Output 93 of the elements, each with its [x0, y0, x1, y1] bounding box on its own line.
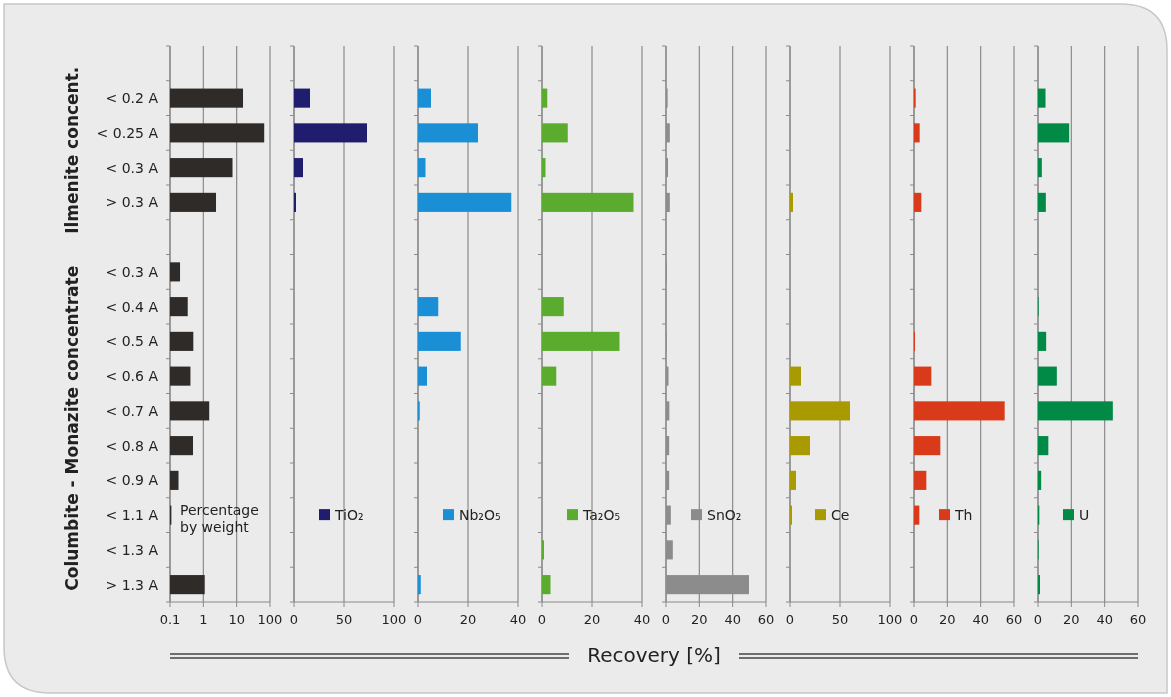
- bar: [418, 192, 512, 212]
- bar: [1038, 123, 1070, 143]
- x-tick-label: 1: [199, 612, 208, 627]
- bar: [542, 88, 548, 108]
- x-tick-label: 0: [289, 612, 299, 627]
- y-tick-label: < 1.1 A: [105, 507, 159, 524]
- bar: [914, 470, 927, 490]
- x-tick-label: 40: [1096, 612, 1113, 627]
- bar: [418, 331, 461, 351]
- y-tick-label: < 0.3 A: [105, 159, 159, 176]
- bar: [542, 331, 620, 351]
- legend-label: Nb₂O₅: [459, 507, 501, 524]
- x-tick-label: 10: [228, 612, 245, 627]
- bar: [790, 366, 801, 386]
- x-tick-label: 0: [661, 612, 671, 627]
- x-tick-label: 20: [1063, 612, 1080, 627]
- bar: [542, 366, 557, 386]
- x-tick-label: 20: [939, 612, 956, 627]
- bar: [418, 158, 426, 178]
- bar: [1038, 192, 1046, 212]
- x-tick-label: 60: [1129, 612, 1147, 627]
- bar: [914, 366, 932, 386]
- y-tick-label: > 0.3 A: [105, 194, 159, 211]
- y-tick-label: > 1.3 A: [105, 576, 159, 593]
- text: Ilmenite concent.: [62, 66, 82, 234]
- legend-label: Th: [954, 507, 973, 524]
- bar: [418, 123, 478, 143]
- x-tick-label: 40: [633, 612, 651, 627]
- x-tick-label: 0.1: [159, 612, 181, 627]
- bar: [1038, 366, 1057, 386]
- bar: [542, 297, 564, 317]
- bar: [542, 158, 546, 178]
- x-tick-label: 100: [381, 612, 407, 627]
- y-tick-label: < 0.3 A: [105, 263, 159, 280]
- y-tick-label: < 0.8 A: [105, 437, 159, 454]
- bar: [418, 575, 421, 595]
- bar: [294, 88, 310, 108]
- y-tick-label: < 0.25 A: [96, 124, 159, 141]
- bar: [418, 297, 439, 317]
- y-tick-label: < 0.9 A: [105, 472, 159, 489]
- bar: [790, 470, 796, 490]
- bar: [542, 192, 634, 212]
- bar: [790, 436, 810, 456]
- y-tick-label: < 0.6 A: [105, 368, 159, 385]
- x-tick-label: 60: [757, 612, 775, 627]
- x-tick-label: 60: [1005, 612, 1023, 627]
- bar: [1038, 470, 1042, 490]
- bar: [542, 123, 568, 143]
- y-tick-label: < 0.4 A: [105, 298, 159, 315]
- bar: [294, 123, 367, 143]
- y-tick-label: < 0.5 A: [105, 333, 159, 350]
- y-tick-label: < 0.2 A: [105, 90, 159, 107]
- annotation: Percentage by weight: [180, 502, 259, 535]
- x-tick-label: 100: [877, 612, 903, 627]
- bar: [914, 505, 920, 525]
- x-tick-label: 20: [459, 612, 477, 627]
- bar: [914, 401, 1005, 421]
- x-tick-label: 40: [724, 612, 741, 627]
- bar: [914, 436, 941, 456]
- bar: [542, 575, 551, 595]
- bar: [418, 88, 431, 108]
- bar: [790, 192, 793, 212]
- text: Columbite - Monazite concentrate: [62, 265, 82, 591]
- legend-label: U: [1079, 507, 1090, 524]
- x-tick-label: 20: [691, 612, 708, 627]
- legend-label: TiO₂: [334, 507, 364, 524]
- bar: [790, 401, 850, 421]
- bar: [1038, 331, 1047, 351]
- x-tick-label: 50: [335, 612, 353, 627]
- bar: [1038, 88, 1046, 108]
- bar: [294, 158, 303, 178]
- legend-label: Ce: [831, 507, 850, 524]
- x-tick-label: 0: [537, 612, 547, 627]
- bar: [1038, 401, 1113, 421]
- bar: [418, 366, 427, 386]
- bar: [914, 123, 920, 143]
- x-tick-label: 0: [1033, 612, 1043, 627]
- bar: [914, 192, 922, 212]
- bar: [1038, 436, 1049, 456]
- legend-label: SnO₂: [707, 507, 742, 524]
- x-tick-label: 50: [831, 612, 849, 627]
- x-tick-label: 100: [257, 612, 283, 627]
- y-tick-label: < 0.7 A: [105, 402, 159, 419]
- x-tick-label: 20: [583, 612, 601, 627]
- y-tick-label: < 1.3 A: [105, 541, 159, 558]
- bar: [1038, 158, 1042, 178]
- text: Recovery [%]: [587, 643, 721, 667]
- x-tick-label: 40: [509, 612, 527, 627]
- legend-label: Ta₂O₅: [582, 507, 621, 524]
- x-tick-label: 0: [909, 612, 919, 627]
- x-tick-label: 0: [413, 612, 423, 627]
- x-tick-label: 40: [972, 612, 989, 627]
- x-tick-label: 0: [785, 612, 795, 627]
